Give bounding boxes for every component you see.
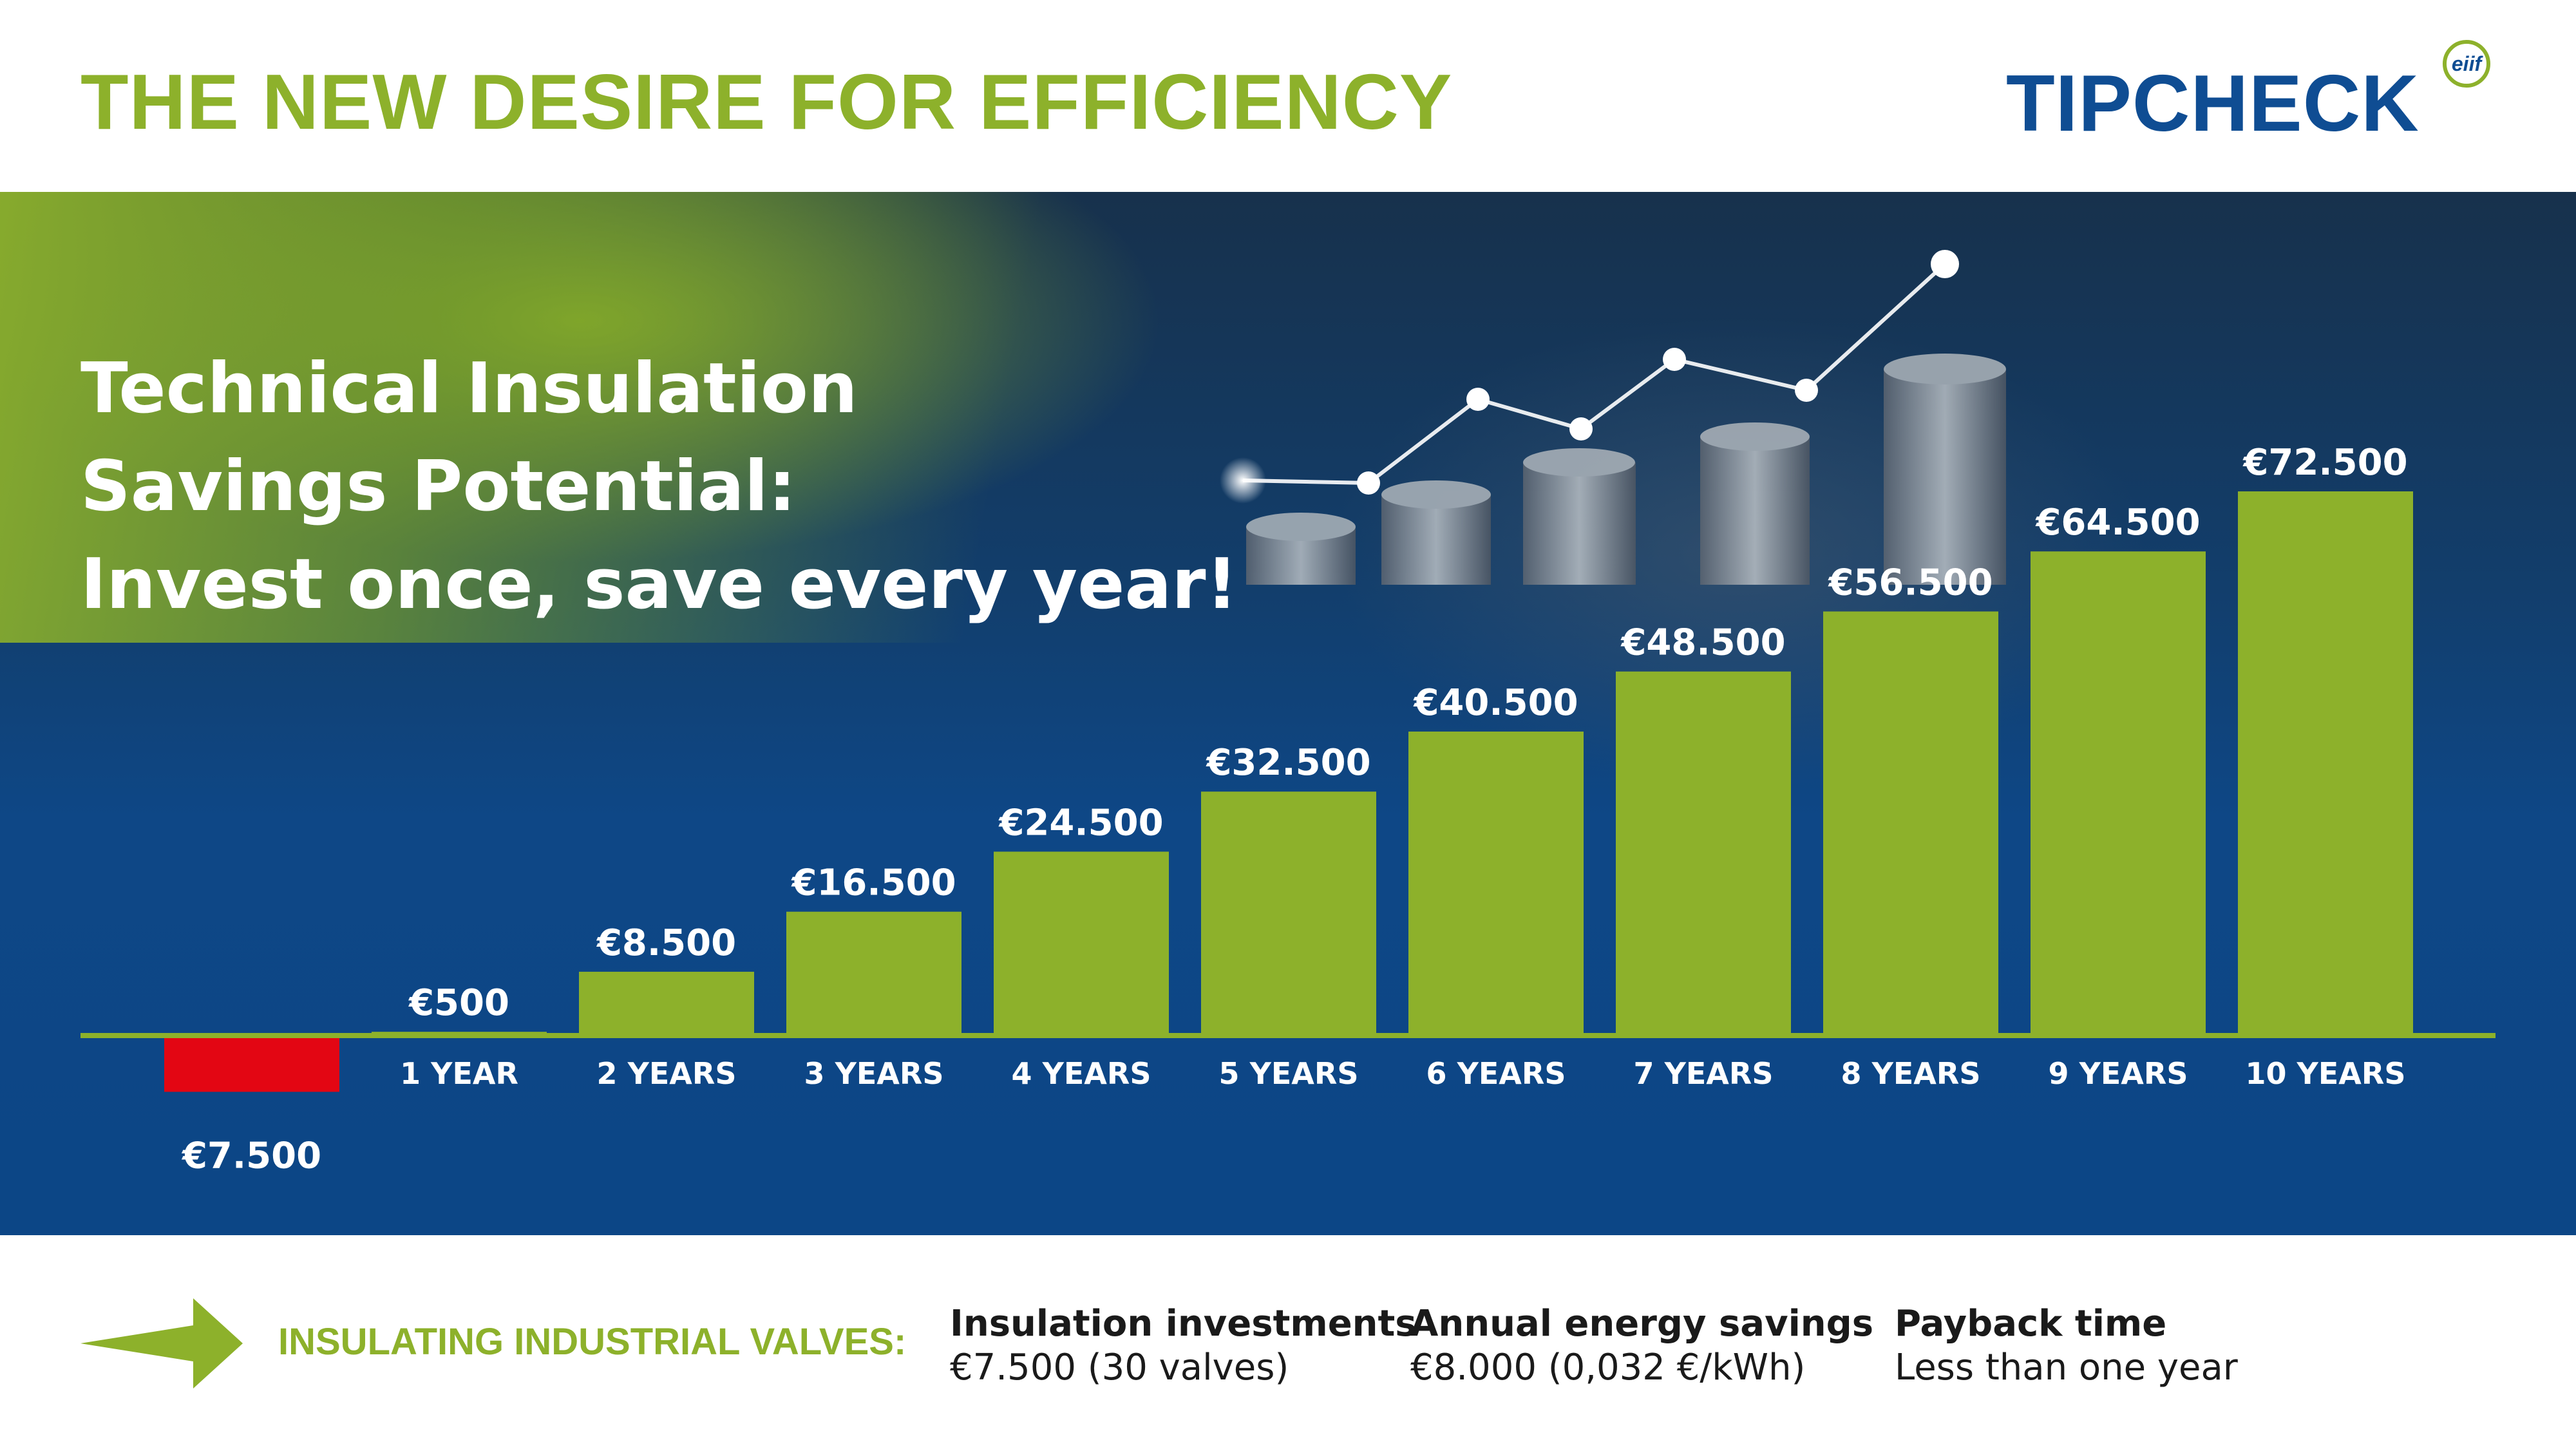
bar-value-label: €56.500 (1827, 562, 1993, 603)
bar-year-4 (994, 851, 1169, 1036)
bar-value-label: €40.500 (1412, 682, 1578, 724)
bar-value-label: €48.500 (1620, 622, 1785, 664)
category-label: 7 YEARS (1634, 1056, 1774, 1091)
green-arrow-icon (80, 1298, 243, 1388)
bar-value-label: €500 (408, 982, 509, 1024)
eiif-badge-icon: eiif (2443, 40, 2490, 88)
hero-headline: Technical Insulation Savings Potential: … (80, 340, 1240, 634)
tipcheck-logo: TIPCHECK eiif (2006, 40, 2496, 148)
logo-text: TIPCHECK (2006, 59, 2420, 148)
stat-savings: Annual energy savings €8.000 (0,032 €/kW… (1410, 1302, 1873, 1390)
bar-year-3 (786, 911, 961, 1036)
footer: INSULATING INDUSTRIAL VALVES: Insulation… (0, 1235, 2576, 1449)
coin-stack-1 (1246, 513, 1356, 585)
footer-label: INSULATING INDUSTRIAL VALVES: (278, 1321, 907, 1363)
page-title: THE NEW DESIRE FOR EFFICIENCY (80, 58, 1453, 146)
stat-investment-key: Insulation investments (950, 1303, 1417, 1345)
headline-line-1: Technical Insulation (80, 348, 858, 429)
bar-year-7 (1616, 671, 1791, 1036)
bar-value-label: €32.500 (1205, 742, 1370, 784)
category-label: 4 YEARS (1012, 1056, 1151, 1091)
headline-line-2: Savings Potential: (80, 446, 797, 527)
trend-points (1220, 250, 1959, 504)
category-label: 2 YEARS (597, 1056, 737, 1091)
header: THE NEW DESIRE FOR EFFICIENCY TIPCHECK e… (0, 0, 2576, 192)
category-label: 9 YEARS (2049, 1056, 2188, 1091)
savings-bar-chart: €7.500 €500 1 YEAR €8.500 2 YEARS €16.500 3 YE… (80, 442, 2496, 1177)
coin-stack-3 (1523, 448, 1636, 585)
coin-stack-4 (1700, 422, 1810, 585)
bar-year-10 (2238, 491, 2413, 1036)
stat-payback-value: Less than one year (1895, 1347, 2238, 1388)
stat-savings-value: €8.000 (0,032 €/kWh) (1410, 1347, 1806, 1388)
category-label: 6 YEARS (1426, 1056, 1566, 1091)
bar-value-label: €64.500 (2034, 502, 2200, 544)
category-label: 1 YEAR (400, 1056, 518, 1091)
coin-stack-2 (1381, 480, 1491, 585)
bar-value-label: €72.500 (2242, 442, 2407, 484)
bar-year-9 (2031, 551, 2206, 1036)
hero-green-glow (0, 192, 1224, 643)
coin-stack-5 (1884, 354, 2006, 585)
bar-year-5 (1201, 791, 1376, 1036)
stat-payback: Payback time Less than one year (1895, 1302, 2238, 1390)
bar-value-label: €8.500 (596, 922, 736, 964)
category-label: 5 YEARS (1219, 1056, 1359, 1091)
stat-investment: Insulation investments €7.500 (30 valves… (950, 1302, 1417, 1390)
bar-value-label: €7.500 (181, 1135, 321, 1177)
category-label: 10 YEARS (2246, 1056, 2406, 1091)
bar-investment (164, 1036, 339, 1092)
category-label: 8 YEARS (1841, 1056, 1981, 1091)
category-label: 3 YEARS (804, 1056, 944, 1091)
bar-value-label: €24.500 (998, 802, 1163, 844)
bar-value-label: €16.500 (790, 862, 956, 904)
coin-stacks-illustration (1220, 250, 2006, 585)
stat-savings-key: Annual energy savings (1410, 1303, 1874, 1345)
bar-year-2 (579, 971, 754, 1036)
bar-year-6 (1408, 731, 1584, 1036)
stat-investment-value: €7.500 (30 valves) (950, 1347, 1289, 1388)
stat-payback-key: Payback time (1895, 1303, 2167, 1345)
bar-year-8 (1823, 611, 1998, 1036)
headline-line-3: Invest once, save every year! (80, 544, 1238, 625)
